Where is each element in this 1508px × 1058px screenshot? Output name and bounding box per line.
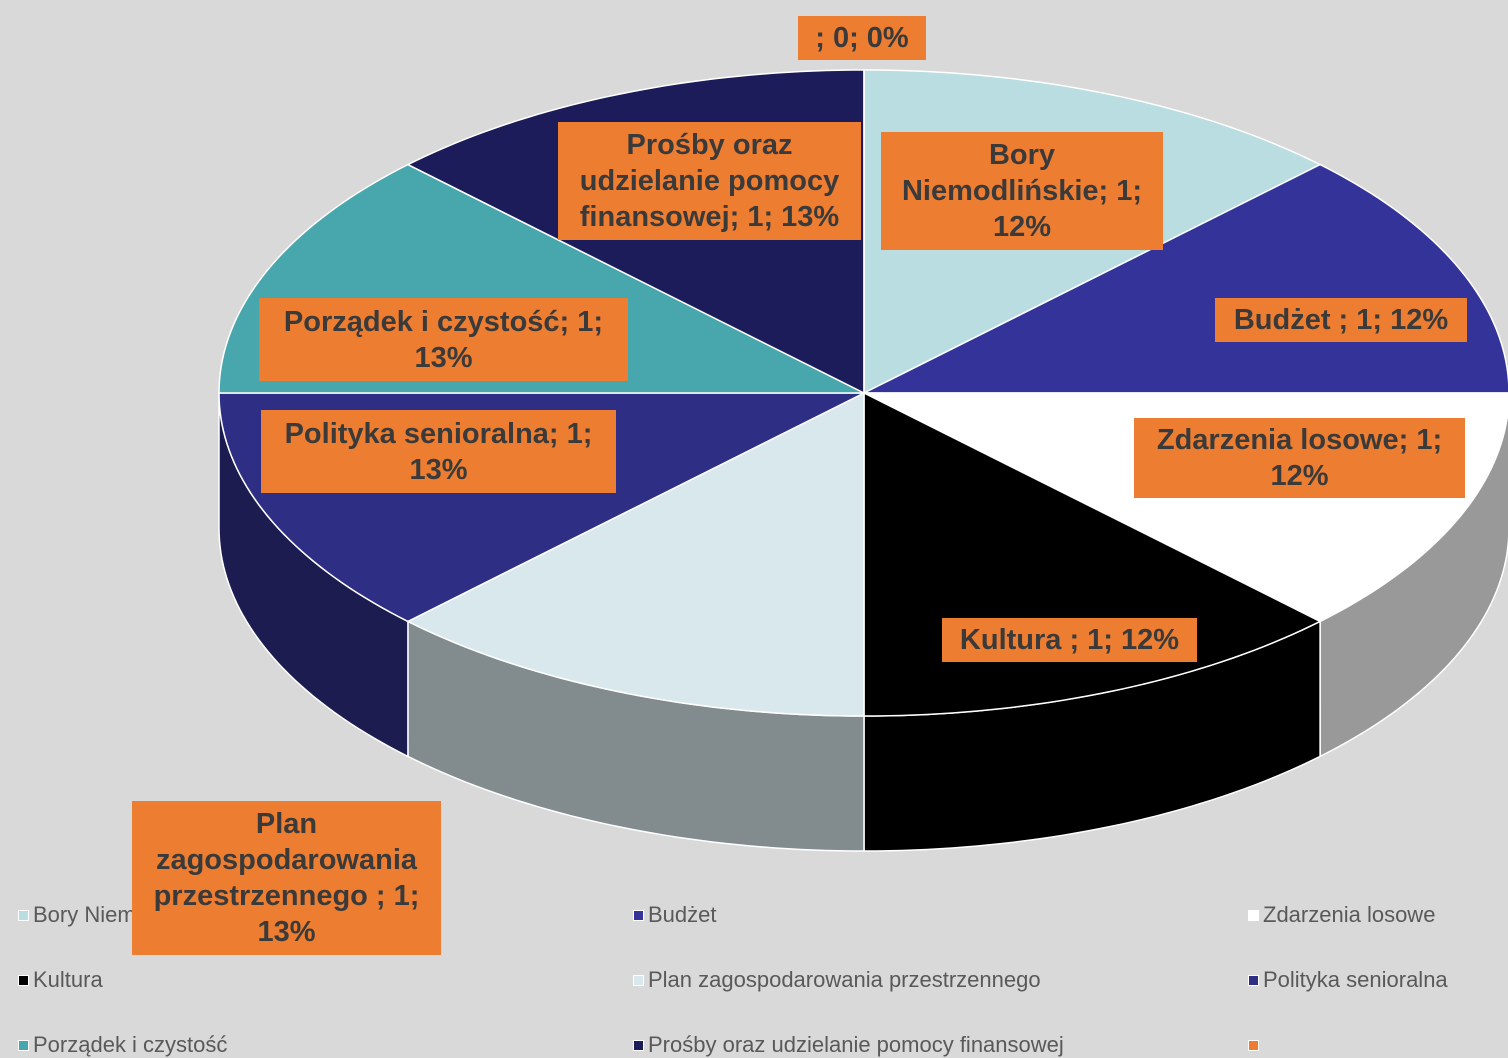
- legend-swatch: [633, 974, 644, 986]
- legend-item: Plan zagospodarowania przestrzennego: [633, 966, 1041, 994]
- data-label: Budżet ; 1; 12%: [1215, 298, 1467, 342]
- legend-item: Kultura: [18, 966, 103, 994]
- data-label: Plan zagospodarowania przestrzennego ; 1…: [132, 801, 441, 955]
- legend-swatch: [1248, 909, 1259, 921]
- legend-swatch: [18, 1039, 29, 1051]
- data-label: Polityka senioralna; 1; 13%: [261, 410, 616, 493]
- legend-label: Budżet: [648, 902, 717, 927]
- data-label: Kultura ; 1; 12%: [942, 618, 1197, 662]
- data-label: ; 0; 0%: [798, 16, 926, 60]
- data-label: Prośby oraz udzielanie pomocy finansowej…: [558, 122, 861, 240]
- pie-slice: [406, 391, 865, 717]
- legend-swatch: [18, 974, 29, 986]
- legend-label: Porządek i czystość: [33, 1032, 228, 1057]
- legend-label: Polityka senioralna: [1263, 967, 1448, 992]
- legend-label: Kultura: [33, 967, 103, 992]
- legend-item: Prośby oraz udzielanie pomocy finansowej: [633, 1031, 1064, 1058]
- legend-item: Polityka senioralna: [1248, 966, 1448, 994]
- legend-label: Zdarzenia losowe: [1263, 902, 1436, 927]
- legend-swatch: [1248, 974, 1259, 986]
- legend-label: Prośby oraz udzielanie pomocy finansowej: [648, 1032, 1064, 1057]
- data-label: Bory Niemodlińskie; 1; 12%: [881, 132, 1163, 250]
- legend-swatch: [1248, 1039, 1259, 1051]
- legend-label: Plan zagospodarowania przestrzennego: [648, 967, 1041, 992]
- legend-item: Budżet: [633, 901, 717, 929]
- data-label: Porządek i czystość; 1; 13%: [259, 298, 628, 381]
- legend-item: [1248, 1031, 1263, 1058]
- legend-swatch: [18, 909, 29, 921]
- legend-swatch: [633, 909, 644, 921]
- data-label: Zdarzenia losowe; 1; 12%: [1134, 418, 1465, 498]
- legend-item: Zdarzenia losowe: [1248, 901, 1435, 929]
- legend-item: Porządek i czystość: [18, 1031, 227, 1058]
- legend-swatch: [633, 1039, 644, 1051]
